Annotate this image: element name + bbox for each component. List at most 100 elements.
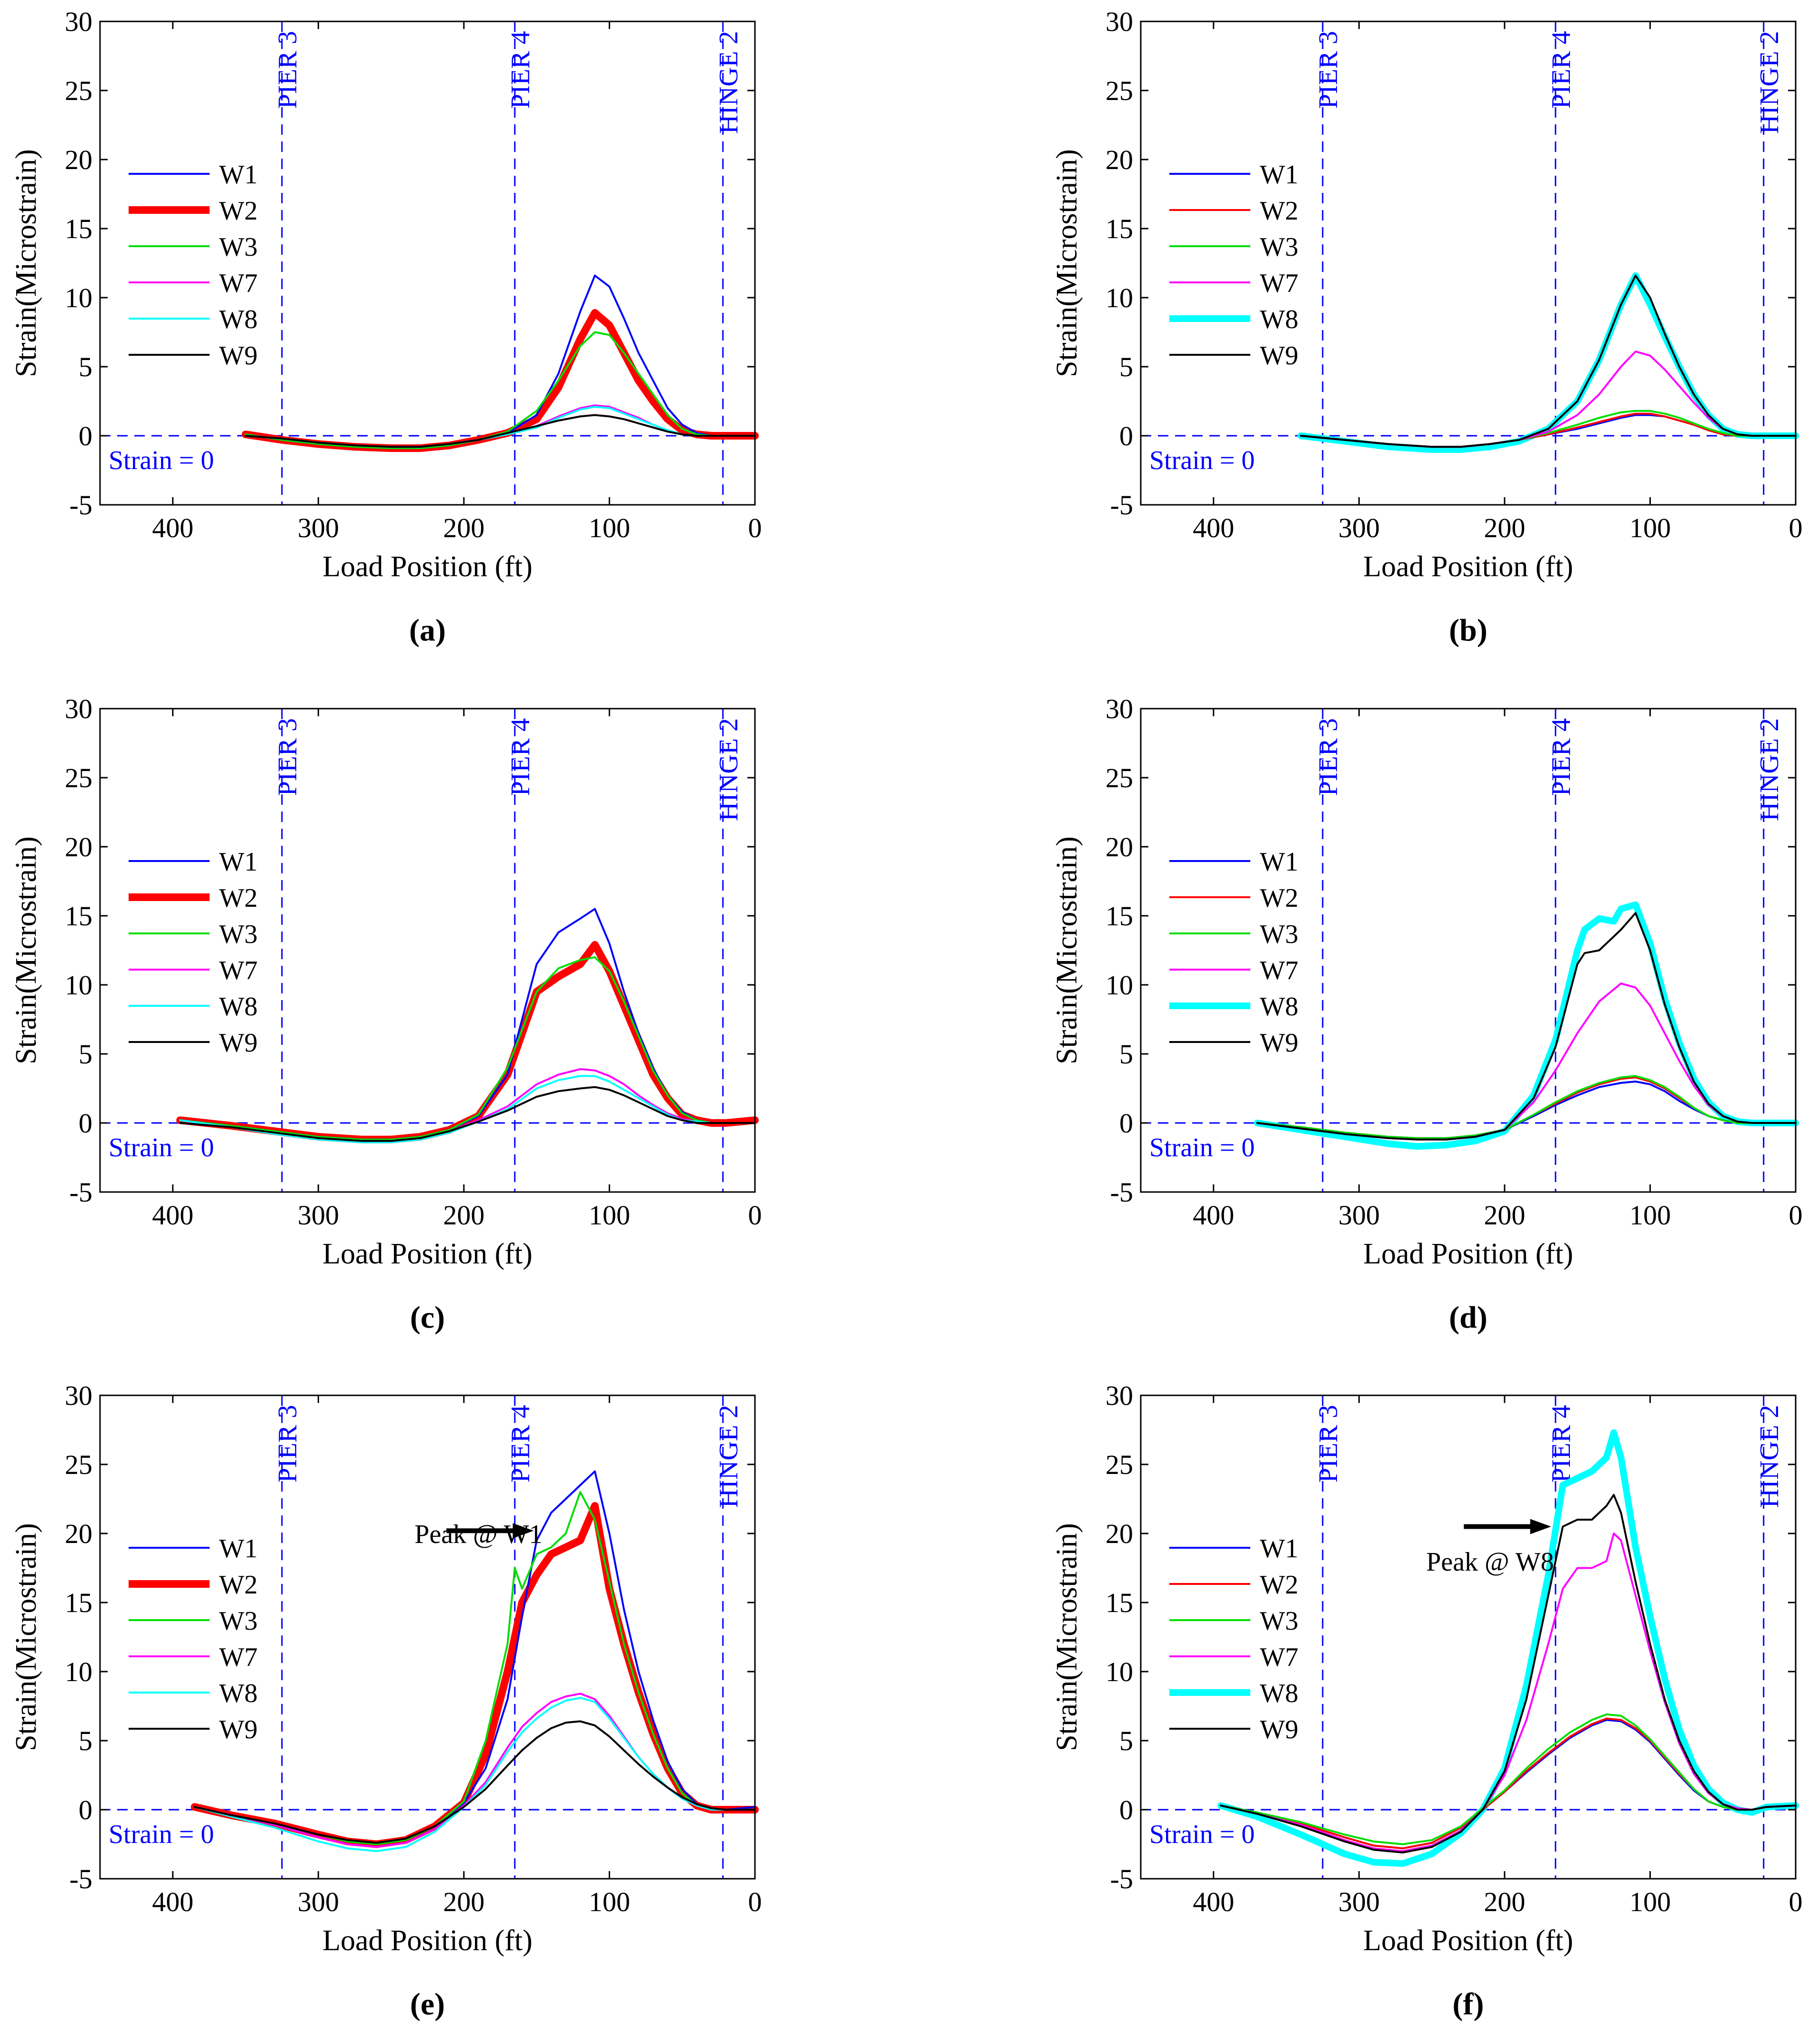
x-tick-label: 300 bbox=[298, 1886, 339, 1917]
marker-label: PIER 3 bbox=[1314, 718, 1343, 796]
panel-caption: (a) bbox=[409, 613, 446, 648]
series-line-w8 bbox=[1217, 1429, 1799, 1867]
chart-panel-e: PIER 3 PIER 4 HINGE 2 -5 0 5 10 15 20 25 30 400 300 2… bbox=[10, 1380, 762, 2022]
legend-label: W8 bbox=[219, 1679, 258, 1708]
y-tick-label: 20 bbox=[1106, 832, 1133, 862]
y-tick-label: 20 bbox=[65, 1518, 92, 1549]
legend-label: W1 bbox=[219, 160, 258, 190]
marker-label: HINGE 2 bbox=[1755, 718, 1784, 821]
legend-label: W9 bbox=[1260, 341, 1298, 371]
y-tick-label: 5 bbox=[79, 1725, 92, 1756]
y-tick-label: 30 bbox=[1106, 6, 1133, 37]
marker-label: PIER 4 bbox=[1547, 31, 1576, 109]
y-tick-label: 0 bbox=[79, 1794, 92, 1825]
legend-label: W9 bbox=[219, 341, 258, 371]
series-line-w1 bbox=[244, 274, 756, 450]
series-line-w9 bbox=[1220, 1493, 1797, 1854]
panel-caption: (c) bbox=[410, 1300, 445, 1335]
legend-label: W7 bbox=[219, 1643, 258, 1672]
panel-caption: (d) bbox=[1449, 1300, 1487, 1335]
series-line-w7 bbox=[1220, 1533, 1797, 1852]
x-tick-label: 100 bbox=[1629, 512, 1671, 543]
x-axis-label: Load Position (ft) bbox=[322, 1924, 533, 1957]
y-tick-label: 25 bbox=[1106, 75, 1133, 106]
legend-label: W7 bbox=[219, 956, 258, 985]
legend-label: W1 bbox=[219, 1534, 258, 1563]
y-tick-label: 10 bbox=[65, 970, 92, 1001]
marker-label: PIER 3 bbox=[273, 31, 302, 109]
y-tick-label: 20 bbox=[65, 832, 92, 862]
legend: W1 W2 W3 W7 W8 W9 bbox=[129, 847, 258, 1058]
legend-label: W1 bbox=[1260, 1534, 1298, 1563]
zero-line-label: Strain = 0 bbox=[109, 446, 214, 475]
annotation-arrow-head bbox=[1530, 1519, 1551, 1534]
chart-panel-f: PIER 3 PIER 4 HINGE 2 -5 0 5 10 15 20 25 30 400 300 2… bbox=[1051, 1380, 1803, 2022]
x-tick-label: 100 bbox=[1629, 1886, 1671, 1917]
legend-label: W7 bbox=[219, 269, 258, 298]
zero-line-label: Strain = 0 bbox=[109, 1820, 214, 1849]
x-tick-label: 0 bbox=[748, 512, 762, 543]
series-line-w2 bbox=[176, 941, 759, 1143]
legend-label: W2 bbox=[1260, 883, 1298, 913]
x-tick-label: 0 bbox=[748, 1886, 762, 1917]
legend-label: W2 bbox=[1260, 1570, 1298, 1600]
x-tick-label: 100 bbox=[589, 1886, 630, 1917]
zero-line-label: Strain = 0 bbox=[1149, 1133, 1255, 1162]
legend-label: W1 bbox=[1260, 160, 1298, 190]
y-axis-label: Strain(Microstrain) bbox=[1051, 1523, 1083, 1751]
x-tick-label: 400 bbox=[152, 512, 193, 543]
y-tick-label: 0 bbox=[1119, 1108, 1133, 1139]
annotation-arrow-head bbox=[513, 1523, 534, 1539]
y-axis-label: Strain(Microstrain) bbox=[1051, 836, 1083, 1064]
legend-label: W3 bbox=[219, 1606, 258, 1636]
y-tick-label: 0 bbox=[79, 1108, 92, 1139]
legend-label: W1 bbox=[219, 847, 258, 877]
x-axis-label: Load Position (ft) bbox=[1363, 551, 1573, 583]
y-tick-label: 5 bbox=[79, 1039, 92, 1070]
legend-label: W3 bbox=[1260, 1606, 1298, 1636]
series-line-w2 bbox=[241, 309, 759, 452]
legend: W1 W2 W3 W7 W8 W9 bbox=[1169, 847, 1298, 1058]
series-line-w3 bbox=[193, 1491, 756, 1845]
series-line-w3 bbox=[1220, 1713, 1797, 1845]
y-tick-label: 10 bbox=[1106, 970, 1133, 1001]
y-tick-label: -5 bbox=[1110, 1864, 1133, 1894]
x-axis-label: Load Position (ft) bbox=[322, 551, 533, 583]
y-tick-label: 30 bbox=[65, 1380, 92, 1411]
legend-label: W8 bbox=[219, 992, 258, 1022]
marker-label: PIER 4 bbox=[506, 1405, 535, 1483]
y-tick-label: 15 bbox=[1106, 213, 1133, 244]
series-line-w3 bbox=[179, 956, 756, 1141]
y-tick-label: 20 bbox=[1106, 1518, 1133, 1549]
x-tick-label: 400 bbox=[152, 1886, 193, 1917]
y-tick-label: 30 bbox=[65, 6, 92, 37]
series-line-w9 bbox=[193, 1720, 756, 1844]
plot-frame bbox=[1140, 708, 1797, 1193]
y-tick-label: 0 bbox=[1119, 1794, 1133, 1825]
y-tick-label: 5 bbox=[1119, 351, 1133, 382]
y-tick-label: 25 bbox=[1106, 1449, 1133, 1480]
x-tick-label: 300 bbox=[298, 1200, 339, 1231]
marker-label: PIER 4 bbox=[506, 31, 535, 109]
series-line-w9 bbox=[179, 1086, 756, 1142]
x-axis-label: Load Position (ft) bbox=[1363, 1238, 1573, 1270]
y-tick-label: 10 bbox=[65, 282, 92, 313]
y-tick-label: 5 bbox=[1119, 1039, 1133, 1070]
marker-label: PIER 4 bbox=[1547, 1405, 1576, 1483]
x-tick-label: 200 bbox=[443, 512, 484, 543]
y-axis-label: Strain(Microstrain) bbox=[10, 836, 42, 1064]
y-tick-label: 15 bbox=[65, 901, 92, 932]
chart-panel-b: PIER 3 PIER 4 HINGE 2 -5 0 5 10 15 20 25 30 400 300 2… bbox=[1051, 6, 1803, 648]
series-line-w9 bbox=[244, 414, 756, 448]
y-tick-label: 15 bbox=[1106, 901, 1133, 932]
chart-panel-c: PIER 3 PIER 4 HINGE 2 -5 0 5 10 15 20 25 30 400 300 2… bbox=[10, 693, 762, 1335]
legend-label: W3 bbox=[219, 920, 258, 949]
annotation-text: Peak @ W8 bbox=[1426, 1547, 1554, 1577]
marker-label: PIER 3 bbox=[1314, 31, 1343, 109]
x-tick-label: 0 bbox=[1789, 1886, 1803, 1917]
x-tick-label: 400 bbox=[1193, 1886, 1234, 1917]
x-tick-label: 100 bbox=[589, 512, 630, 543]
marker-label: HINGE 2 bbox=[1755, 31, 1784, 134]
legend: W1 W2 W3 W7 W8 W9 bbox=[1169, 160, 1298, 371]
chart-panel-d: PIER 3 PIER 4 HINGE 2 -5 0 5 10 15 20 25 30 400 300 2… bbox=[1051, 693, 1803, 1335]
